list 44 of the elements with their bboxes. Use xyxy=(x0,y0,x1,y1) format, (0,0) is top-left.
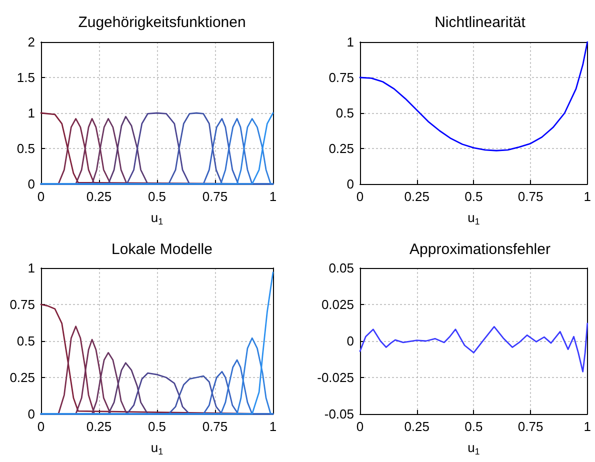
y-tick-label: 2 xyxy=(28,34,35,50)
x-tick-label: 0.75 xyxy=(202,419,228,434)
x-tick-label: 0.25 xyxy=(404,189,430,204)
x-tick-label: 1 xyxy=(269,189,277,204)
x-tick-label: 1 xyxy=(584,189,591,204)
x-tick-label: 0.25 xyxy=(86,419,112,434)
x-tick-label: 1 xyxy=(269,419,277,434)
y-tick-label: -0.05 xyxy=(324,406,354,422)
x-tick-label: 0.75 xyxy=(518,419,544,434)
x-tick-label: 0.5 xyxy=(148,419,166,434)
y-tick-label: 0.05 xyxy=(328,260,354,276)
chart-title: Lokale Modelle xyxy=(112,241,212,258)
y-tick-label: 0 xyxy=(28,406,35,422)
x-tick-label: 0.5 xyxy=(464,189,483,204)
x-tick-label: 0.25 xyxy=(404,419,430,434)
y-tick-label: 0.5 xyxy=(16,334,35,348)
chart-title: Approximationsfehler xyxy=(410,241,550,258)
chart-title: Nichtlinearität xyxy=(434,14,526,31)
y-tick-label: 0 xyxy=(346,334,354,348)
y-tick-label: 0.025 xyxy=(321,297,354,312)
y-tick-label: -0.025 xyxy=(317,370,354,385)
y-tick-label: 0.5 xyxy=(16,141,35,156)
x-tick-label: 0.5 xyxy=(148,189,166,204)
y-tick-label: 0.25 xyxy=(328,141,354,156)
x-tick-label: 0 xyxy=(356,189,364,204)
x-tick-label: 0 xyxy=(37,189,45,204)
chart-title: Zugehörigkeitsfunktionen xyxy=(78,14,246,31)
x-tick-label: 0 xyxy=(356,419,364,434)
y-tick-label: 0 xyxy=(28,176,35,192)
y-tick-label: 0.75 xyxy=(328,70,354,85)
x-tick-label: 0.25 xyxy=(86,189,112,204)
y-tick-label: 1 xyxy=(28,106,35,120)
y-tick-label: 0 xyxy=(346,176,354,192)
x-tick-label: 1 xyxy=(584,419,591,434)
y-tick-label: 0.75 xyxy=(10,297,35,312)
y-tick-label: 0.25 xyxy=(10,370,35,385)
x-tick-label: 0.5 xyxy=(464,419,483,434)
y-tick-label: 1.5 xyxy=(16,70,35,85)
x-tick-label: 0.75 xyxy=(518,189,544,204)
x-tick-label: 0 xyxy=(37,419,45,434)
y-tick-label: 1 xyxy=(346,34,354,50)
y-tick-label: 1 xyxy=(28,260,35,276)
x-tick-label: 0.75 xyxy=(202,189,228,204)
y-tick-label: 0.5 xyxy=(336,106,354,120)
